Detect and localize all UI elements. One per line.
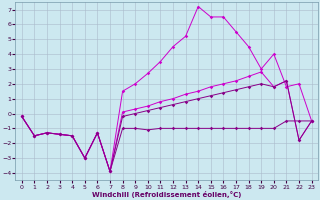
X-axis label: Windchill (Refroidissement éolien,°C): Windchill (Refroidissement éolien,°C) — [92, 191, 241, 198]
